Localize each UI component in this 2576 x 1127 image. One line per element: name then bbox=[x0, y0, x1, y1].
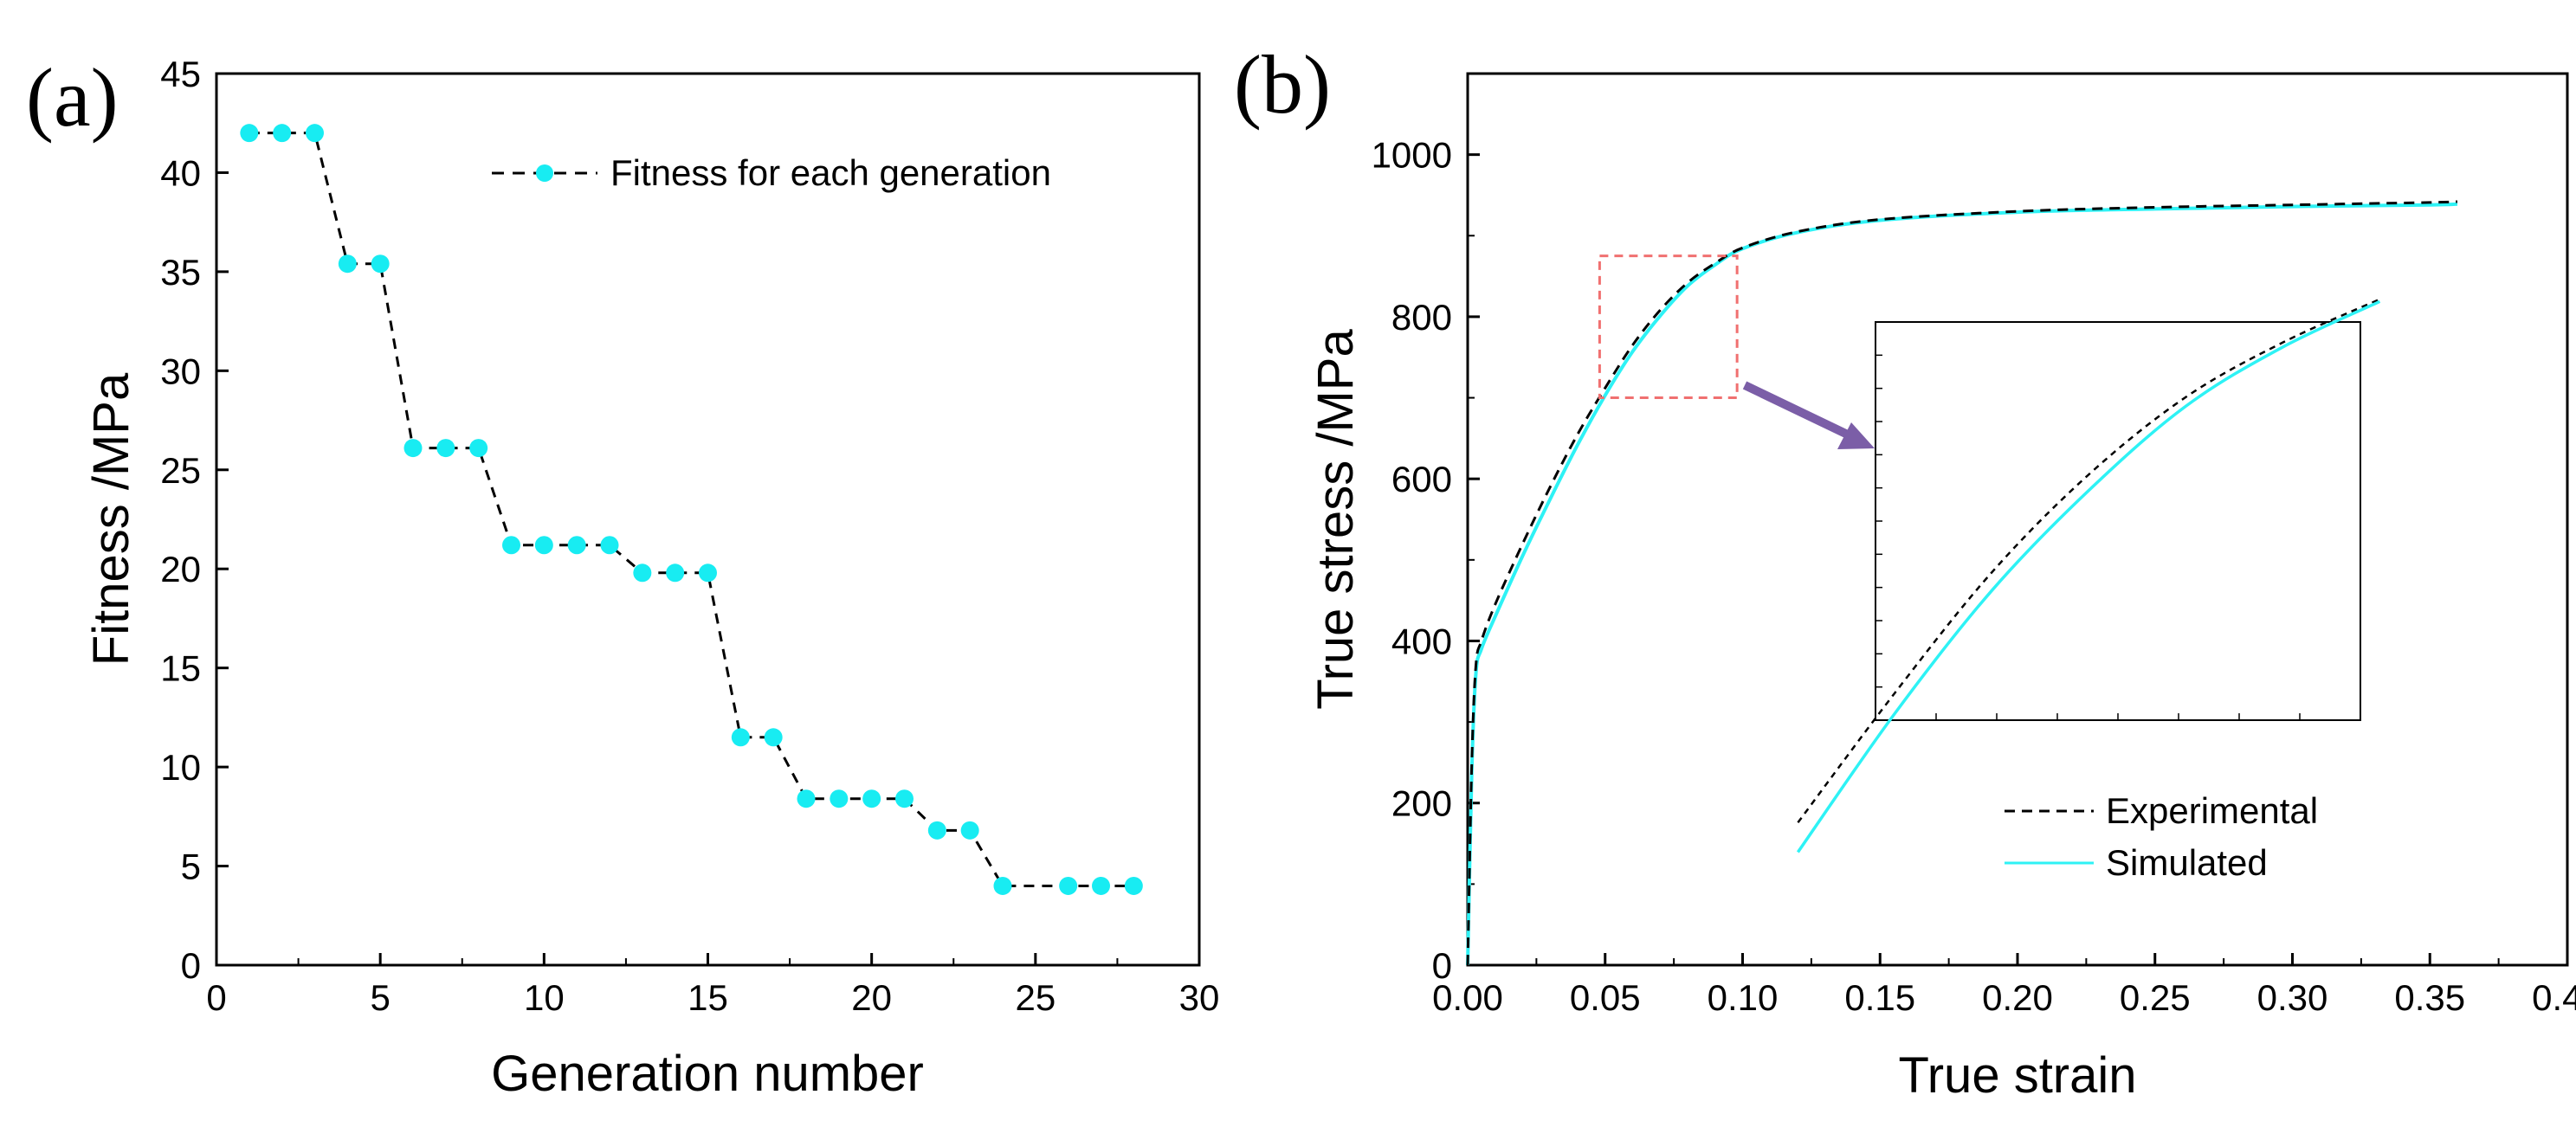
fitness-point bbox=[1124, 876, 1143, 895]
panel-b-x-axis-title: True strain bbox=[1898, 1047, 2136, 1104]
fitness-point bbox=[830, 789, 849, 808]
legend-simulated-label: Simulated bbox=[2106, 842, 2268, 883]
panel-b-y-ticks: 0 200 400 600 800 1000 bbox=[1372, 135, 1480, 986]
panel-a-y-ticks: 0 5 10 15 20 25 30 35 40 45 bbox=[160, 54, 229, 986]
a-y-tick-label: 35 bbox=[160, 252, 201, 293]
b-x-tick-label: 0.20 bbox=[1982, 977, 2053, 1018]
b-x-tick-label: 0.40 bbox=[2532, 977, 2576, 1018]
fitness-point bbox=[600, 536, 619, 555]
fitness-point bbox=[731, 728, 750, 747]
panel-b: (b) 0.00 0.05 0.10 0.15 0.20 0.25 0.30 0.35 0.4 0… bbox=[1234, 38, 2576, 1104]
fitness-point bbox=[993, 876, 1012, 895]
a-y-tick-label: 15 bbox=[160, 648, 201, 689]
panel-a-x-axis-title: Generation number bbox=[491, 1046, 924, 1102]
inset-frame bbox=[1875, 321, 2361, 721]
b-x-tick-label: 0.05 bbox=[1570, 977, 1641, 1018]
a-x-tick-label: 0 bbox=[206, 977, 226, 1018]
b-y-tick-label: 1000 bbox=[1372, 135, 1452, 176]
panel-a-frame bbox=[215, 72, 1201, 967]
a-x-tick-label: 25 bbox=[1015, 977, 1056, 1018]
zoom-arrow-shaft bbox=[1742, 381, 1856, 441]
fitness-point bbox=[273, 124, 292, 143]
a-y-tick-label: 20 bbox=[160, 549, 201, 589]
panel-a: (a) 0 5 10 15 20 25 30 0 5 10 15 20 25 30 35 40 45 Gene… bbox=[26, 51, 1219, 1102]
b-x-tick-label: 0.30 bbox=[2257, 977, 2328, 1018]
panel-a-series bbox=[240, 124, 1143, 895]
b-y-tick-label: 800 bbox=[1391, 297, 1452, 338]
fitness-line bbox=[249, 132, 1134, 887]
b-y-tick-label: 400 bbox=[1391, 621, 1452, 661]
a-x-tick-label: 30 bbox=[1179, 977, 1220, 1018]
fitness-point bbox=[797, 789, 816, 808]
fitness-point bbox=[1059, 876, 1078, 895]
zoom-rectangle bbox=[1598, 254, 1739, 400]
fitness-point bbox=[927, 821, 946, 840]
fitness-point bbox=[895, 789, 914, 808]
fitness-point bbox=[502, 536, 520, 555]
a-y-tick-label: 40 bbox=[160, 152, 201, 193]
b-x-tick-label: 0.25 bbox=[2120, 977, 2191, 1018]
a-x-tick-label: 10 bbox=[524, 977, 565, 1018]
fitness-point bbox=[240, 124, 259, 143]
panel-b-zoom-box bbox=[1598, 254, 1739, 400]
b-x-tick-label: 0.00 bbox=[1432, 977, 1503, 1018]
fitness-point bbox=[371, 254, 390, 274]
panel-a-legend: Fitness for each generation bbox=[492, 152, 1051, 193]
legend-a-marker bbox=[536, 164, 553, 182]
fitness-point bbox=[1092, 876, 1110, 895]
b-y-tick-label: 600 bbox=[1391, 459, 1452, 499]
a-y-tick-label: 5 bbox=[181, 847, 201, 887]
panel-b-y-axis-title: True stress /MPa bbox=[1307, 329, 1364, 710]
a-y-tick-label: 45 bbox=[160, 54, 201, 94]
a-y-tick-label: 10 bbox=[160, 747, 201, 788]
fitness-point bbox=[666, 564, 685, 583]
fitness-point bbox=[534, 536, 553, 555]
panel-b-legend: Experimental Simulated bbox=[2005, 790, 2318, 883]
fitness-point bbox=[469, 439, 488, 458]
zoom-arrow-head bbox=[1837, 422, 1875, 449]
b-x-tick-label: 0.15 bbox=[1844, 977, 1915, 1018]
fitness-point bbox=[567, 536, 586, 555]
panel-b-label: (b) bbox=[1234, 38, 1331, 131]
inset-experimental-curve bbox=[1797, 298, 2380, 824]
experimental-curve bbox=[1466, 200, 2458, 966]
simulated-curve bbox=[1466, 202, 2458, 966]
inset-simulated-curve bbox=[1796, 299, 2381, 853]
b-y-tick-label: 0 bbox=[1432, 945, 1452, 986]
b-y-tick-label: 200 bbox=[1391, 783, 1452, 824]
panel-a-y-axis-title: Fitness /MPa bbox=[83, 372, 139, 666]
legend-a-label: Fitness for each generation bbox=[610, 152, 1051, 193]
a-x-tick-label: 20 bbox=[851, 977, 892, 1018]
panel-a-label: (a) bbox=[26, 51, 119, 144]
fitness-point bbox=[633, 564, 652, 583]
fitness-point bbox=[338, 254, 357, 274]
a-x-tick-label: 15 bbox=[688, 977, 728, 1018]
fitness-point bbox=[306, 124, 324, 143]
b-x-tick-label: 0.10 bbox=[1708, 977, 1779, 1018]
zoom-arrow bbox=[1742, 381, 1875, 449]
a-y-tick-label: 30 bbox=[160, 351, 201, 391]
fitness-point bbox=[764, 728, 783, 747]
a-y-tick-label: 25 bbox=[160, 450, 201, 491]
panel-b-series bbox=[1466, 200, 2458, 966]
fitness-point bbox=[404, 439, 423, 458]
fitness-point bbox=[960, 821, 979, 840]
b-x-tick-label: 0.35 bbox=[2394, 977, 2465, 1018]
panel-a-x-ticks: 0 5 10 15 20 25 30 bbox=[206, 953, 1219, 1018]
a-x-tick-label: 5 bbox=[370, 977, 390, 1018]
inset-ticks bbox=[1876, 354, 2301, 720]
a-y-tick-label: 0 bbox=[181, 945, 201, 986]
fitness-point bbox=[436, 439, 455, 458]
fitness-point bbox=[862, 789, 881, 808]
panel-b-x-ticks: 0.00 0.05 0.10 0.15 0.20 0.25 0.30 0.35 0.40 bbox=[1432, 953, 2576, 1018]
legend-experimental-label: Experimental bbox=[2106, 790, 2318, 831]
fitness-point bbox=[699, 564, 717, 583]
panel-b-inset bbox=[1796, 298, 2381, 853]
